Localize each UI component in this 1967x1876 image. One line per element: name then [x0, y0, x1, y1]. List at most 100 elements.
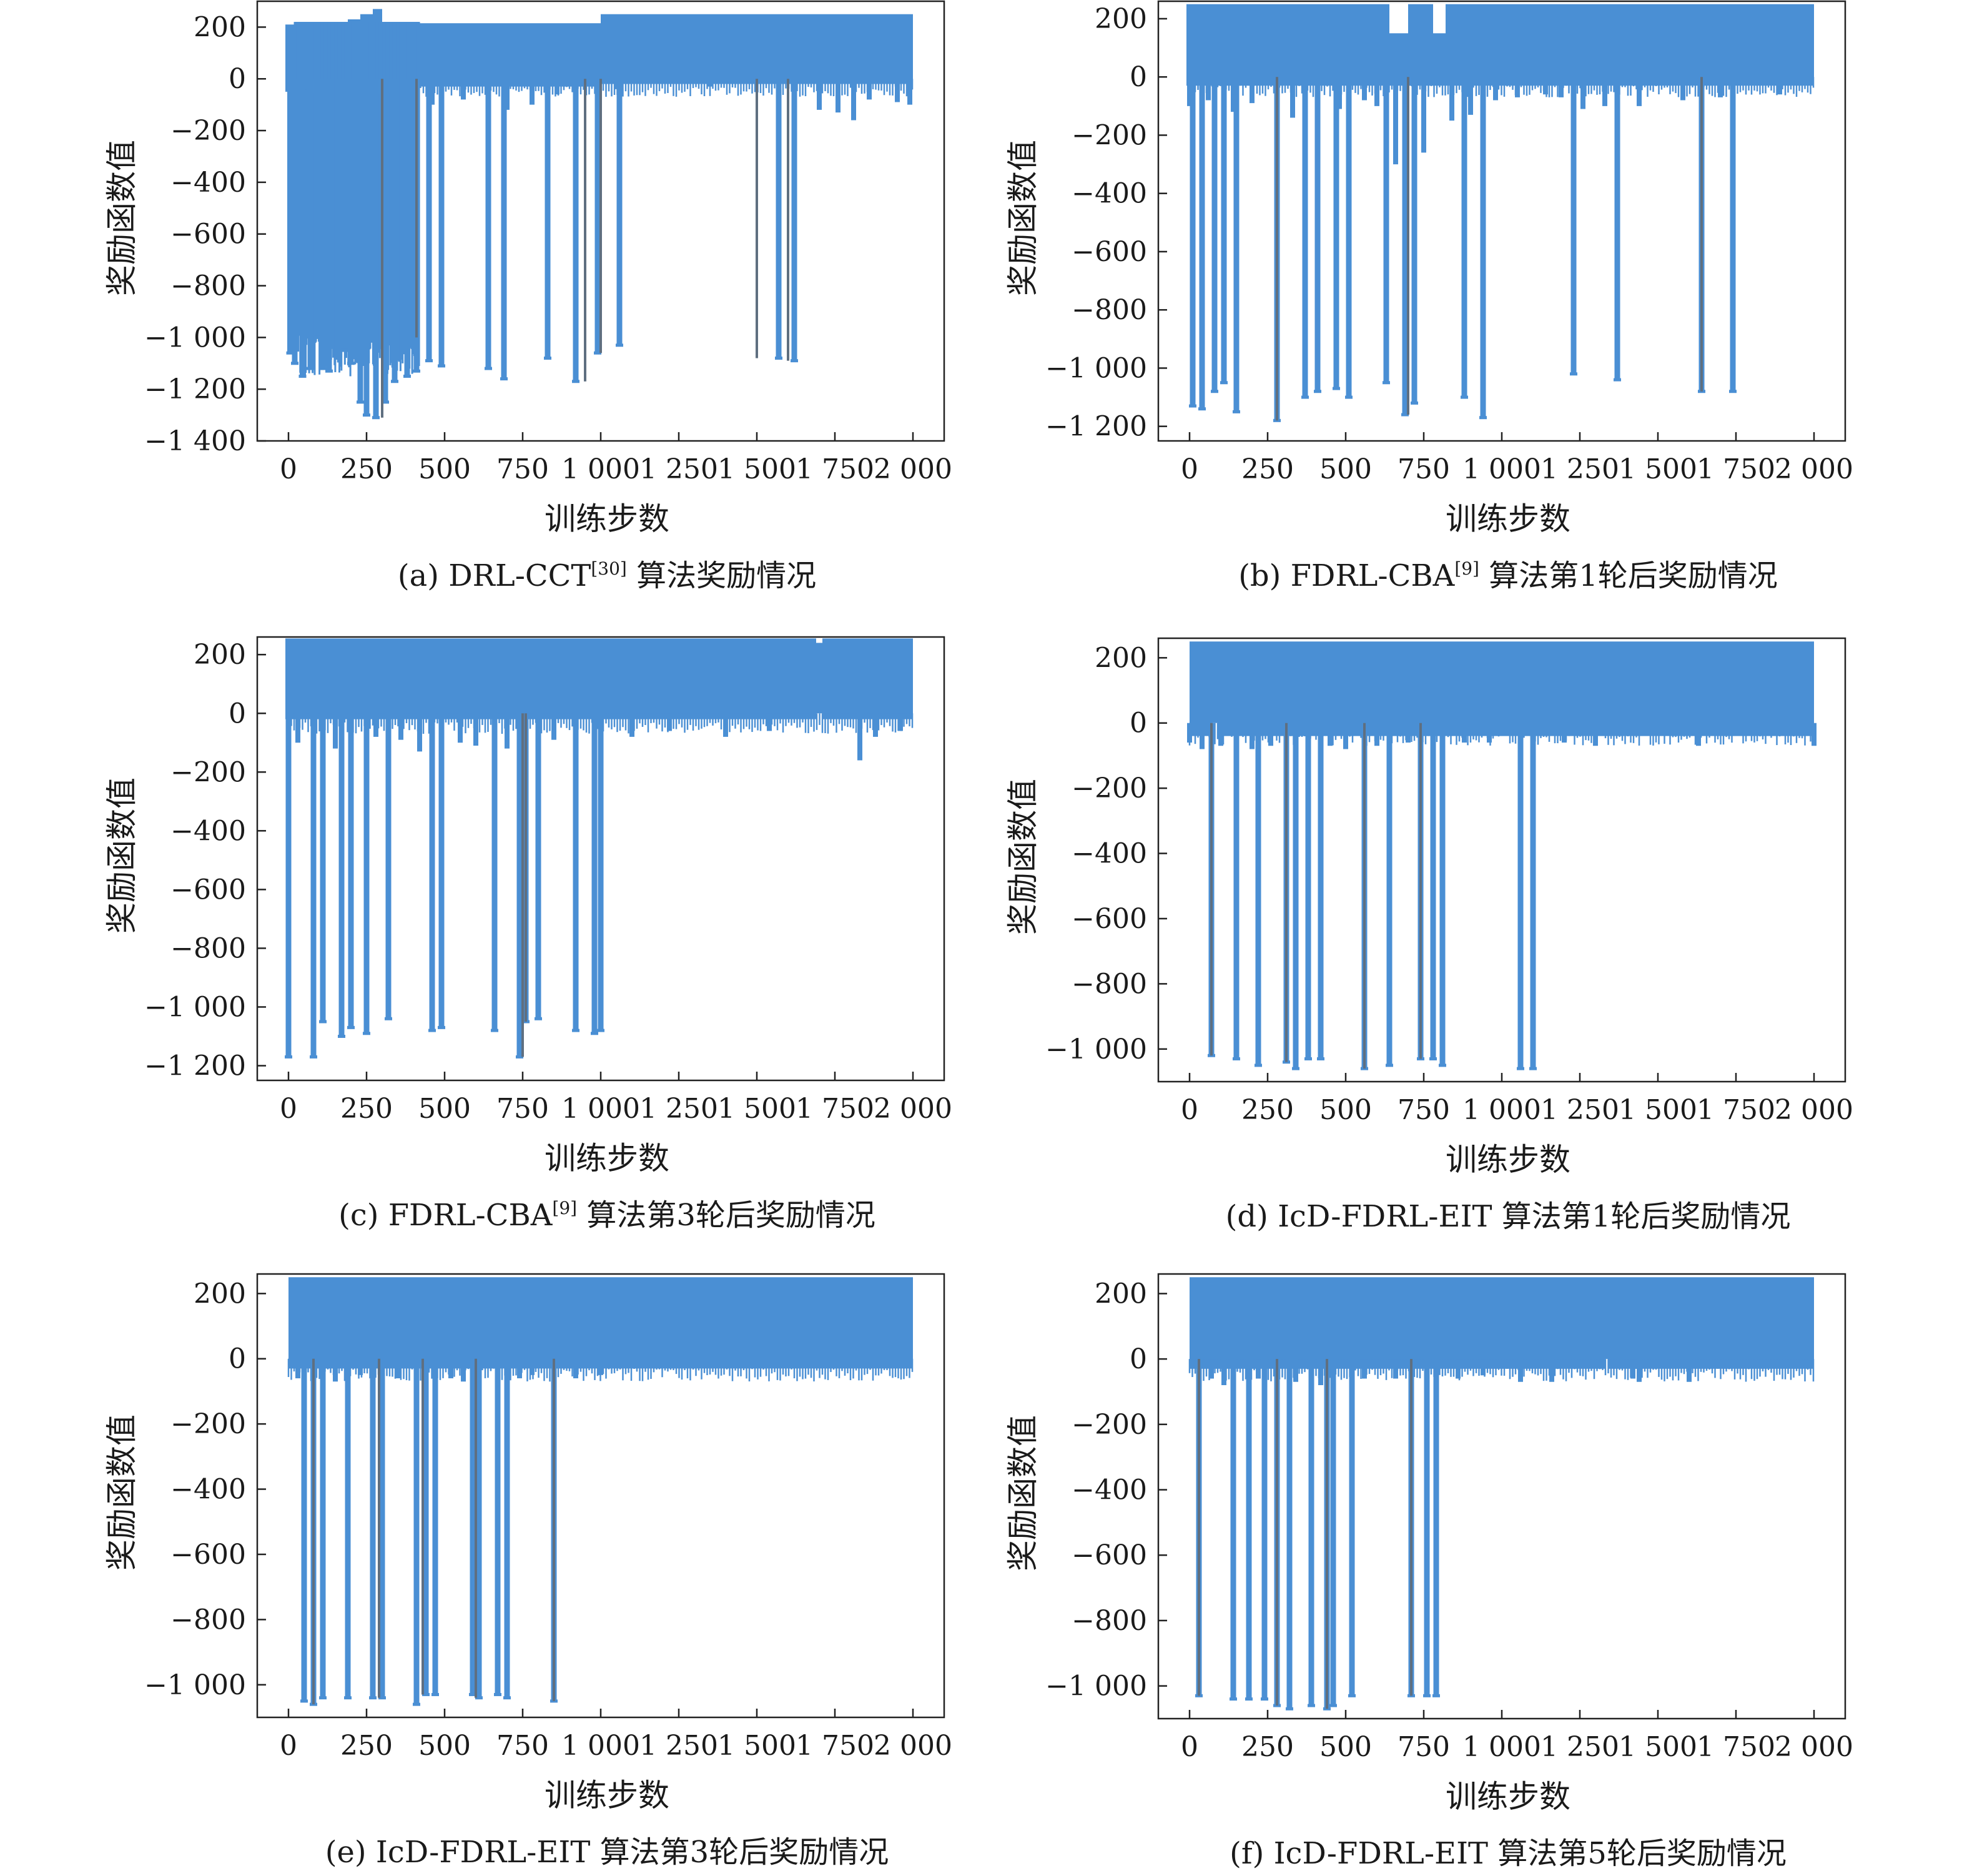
data-series — [1187, 641, 1817, 1070]
caption-reference: [9] — [1454, 558, 1479, 579]
y-tick-label: −1 400 — [144, 425, 246, 457]
x-axis-label: 训练步数 — [545, 501, 669, 537]
x-tick-label: 1 500 — [1619, 1731, 1697, 1763]
data-series — [285, 9, 914, 420]
panel-caption: (e) IcD-FDRL-EIT 算法第3轮后奖励情况 — [325, 1835, 889, 1870]
data-series — [287, 1277, 914, 1706]
x-tick-label: 1 500 — [717, 1093, 796, 1125]
caption-method: (d) IcD-FDRL-EIT — [1226, 1199, 1492, 1234]
x-tick-label: 250 — [1241, 453, 1294, 485]
reward-band-segment — [1608, 1277, 1814, 1369]
x-tick-label: 1 250 — [639, 1093, 718, 1125]
chart-panel-e: 200 0 −200 −400 −600 −800 −1 000 0 250 500 750 1 00… — [104, 1273, 952, 1870]
reward-band-segment — [1389, 33, 1408, 86]
x-tick-label: 1 750 — [1697, 1731, 1775, 1763]
data-series — [1188, 1277, 1815, 1711]
data-series — [285, 638, 914, 1059]
reward-band-segment — [1190, 641, 1211, 736]
x-tick-label: 1 750 — [796, 453, 874, 485]
y-tick-label: −400 — [170, 815, 246, 847]
y-tick-label: −1 000 — [144, 991, 246, 1023]
chart-panel-d: 200 0 −200 −400 −600 −800 −1 000 0 250 500 750 1 00… — [1005, 637, 1853, 1234]
y-tick-label: −800 — [1072, 294, 1147, 326]
x-tick-label: 1 000 — [561, 1093, 640, 1125]
y-tick-label: −400 — [1072, 1474, 1147, 1506]
caption-description: 算法第5轮后奖励情况 — [1488, 1836, 1787, 1871]
x-tick-label: 750 — [496, 1730, 549, 1762]
y-tick-label: −1 000 — [1045, 1671, 1147, 1702]
caption-method: (b) FDRL-CBA — [1238, 558, 1455, 593]
y-tick-label: 0 — [1130, 61, 1147, 93]
x-tick-label: 2 000 — [874, 1730, 952, 1762]
y-tick-label: 200 — [194, 1278, 246, 1310]
chart-panel-c: 200 0 −200 −400 −600 −800 −1 000 −1 200 0 250 500 7… — [104, 636, 952, 1233]
x-tick-label: 1 250 — [639, 453, 718, 485]
x-axis-label: 训练步数 — [545, 1777, 669, 1814]
data-series — [1186, 4, 1815, 422]
x-tick-label: 500 — [418, 453, 471, 485]
x-tick-label: 250 — [340, 453, 393, 485]
x-axis-label: 训练步数 — [1446, 1142, 1570, 1178]
x-axis-label: 训练步数 — [1446, 501, 1570, 537]
x-tick-label: 1 250 — [1541, 1094, 1619, 1126]
reward-band-segment — [816, 643, 822, 714]
x-tick-label: 1 500 — [717, 453, 796, 485]
caption-reference: [30] — [591, 558, 626, 579]
y-tick-label: 0 — [229, 63, 246, 95]
panel-caption: (f) IcD-FDRL-EIT 算法第5轮后奖励情况 — [1230, 1836, 1787, 1871]
x-tick-label: 2 000 — [874, 453, 952, 485]
caption-method: (e) IcD-FDRL-EIT — [325, 1835, 591, 1870]
reward-band-segment — [757, 14, 913, 84]
x-tick-label: 2 000 — [1775, 1094, 1853, 1126]
y-tick-label: −400 — [1072, 838, 1147, 870]
y-axis-label: 奖励函数值 — [1005, 1415, 1041, 1571]
chart-panel-f: 200 0 −200 −400 −600 −800 −1 000 0 250 500 750 1 00… — [1005, 1273, 1853, 1871]
y-tick-label: −400 — [1072, 178, 1147, 210]
x-tick-label: 750 — [1398, 1731, 1450, 1763]
caption-description: 算法第3轮后奖励情况 — [577, 1198, 875, 1233]
y-tick-label: −200 — [1072, 1409, 1147, 1441]
caption-method: (a) DRL-CCT — [398, 558, 591, 593]
panel-caption: (b) FDRL-CBA[9] 算法第1轮后奖励情况 — [1238, 558, 1778, 593]
x-tick-label: 750 — [496, 1093, 549, 1125]
x-tick-label: 750 — [1398, 1094, 1450, 1126]
x-axis-label: 训练步数 — [1446, 1779, 1570, 1815]
x-tick-label: 250 — [340, 1093, 393, 1125]
x-tick-label: 1 750 — [1697, 453, 1775, 485]
caption-description: 算法第1轮后奖励情况 — [1492, 1199, 1791, 1234]
x-tick-label: 2 000 — [1775, 453, 1853, 485]
y-tick-label: −600 — [170, 1539, 246, 1571]
y-tick-label: 0 — [1130, 1343, 1147, 1375]
reward-band-segment — [822, 638, 913, 719]
x-tick-label: 250 — [1241, 1094, 1294, 1126]
x-tick-label: 750 — [496, 453, 549, 485]
x-tick-label: 0 — [280, 453, 297, 485]
y-tick-label: 0 — [229, 698, 246, 729]
y-tick-label: −600 — [170, 219, 246, 250]
x-tick-label: 1 500 — [1619, 1094, 1697, 1126]
y-axis-label: 奖励函数值 — [104, 140, 140, 296]
y-tick-label: −200 — [1072, 119, 1147, 151]
panel-caption: (c) FDRL-CBA[9] 算法第3轮后奖励情况 — [338, 1198, 875, 1233]
x-tick-label: 500 — [1319, 1731, 1372, 1763]
caption-method: (f) IcD-FDRL-EIT — [1230, 1836, 1488, 1871]
x-tick-label: 1 750 — [796, 1730, 874, 1762]
x-tick-label: 500 — [1319, 453, 1372, 485]
y-tick-label: −1 000 — [1045, 1034, 1147, 1065]
x-tick-label: 1 000 — [1462, 1094, 1541, 1126]
x-tick-label: 1 250 — [1541, 453, 1619, 485]
reward-band-segment — [1605, 1277, 1608, 1360]
panel-caption: (a) DRL-CCT[30] 算法奖励情况 — [398, 558, 816, 593]
x-tick-label: 1 750 — [796, 1093, 874, 1125]
y-tick-label: −200 — [170, 756, 246, 788]
reward-band-segment — [1218, 641, 1814, 736]
chart-panel-b: 200 0 −200 −400 −600 −800 −1 000 −1 200 0 250 500 7… — [1005, 0, 1853, 593]
x-tick-label: 1 250 — [1541, 1731, 1619, 1763]
y-tick-label: −800 — [170, 1604, 246, 1636]
caption-method: (c) FDRL-CBA — [338, 1198, 553, 1233]
y-tick-label: −800 — [1072, 1605, 1147, 1637]
y-tick-label: −200 — [1072, 773, 1147, 804]
x-tick-label: 1 250 — [639, 1730, 718, 1762]
y-tick-label: 200 — [1095, 1278, 1147, 1310]
